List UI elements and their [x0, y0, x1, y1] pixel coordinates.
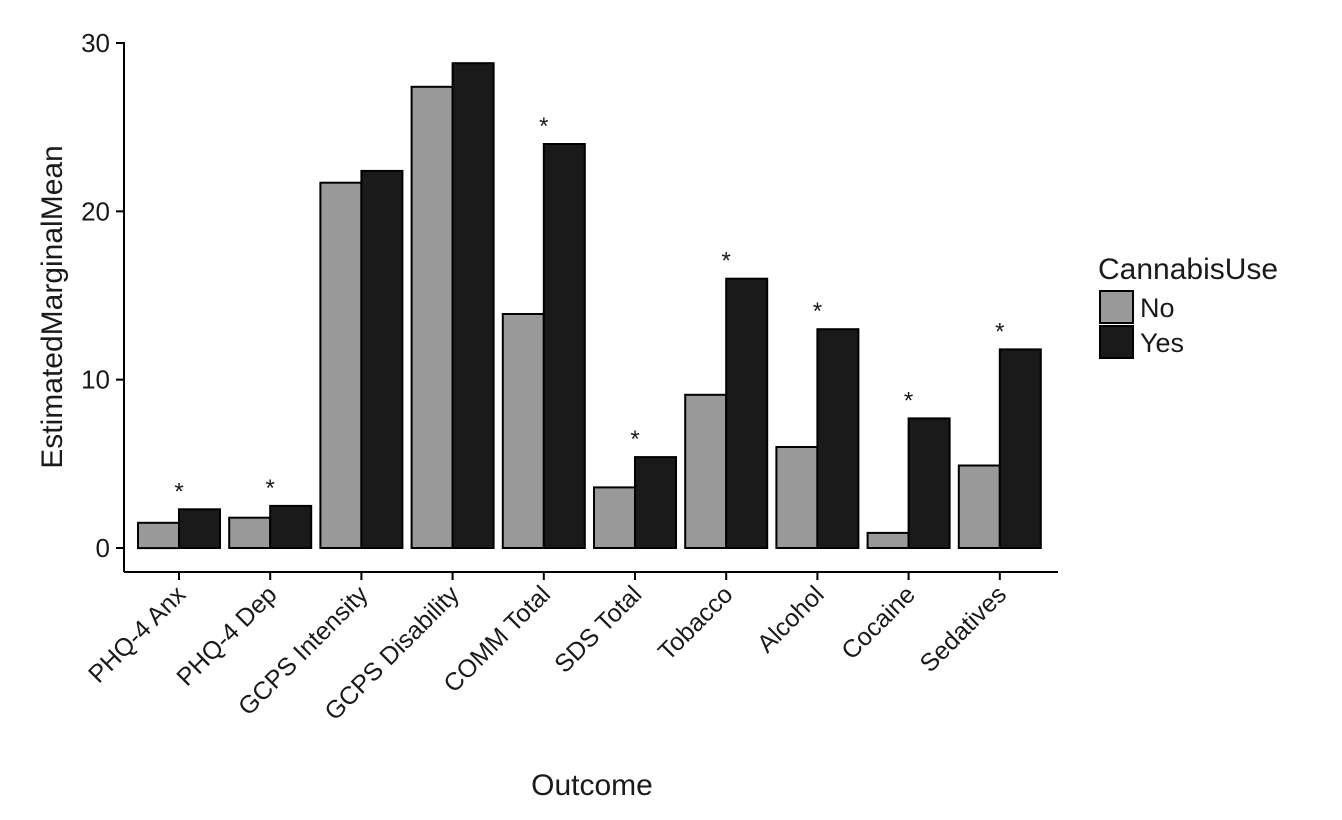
bar-yes-2	[360, 169, 404, 549]
bar-yes-4	[542, 143, 586, 549]
significance-mark-4: *	[539, 113, 548, 140]
bar-no-9	[957, 464, 1001, 549]
bar-yes-5	[634, 456, 677, 550]
significance-mark-1: *	[266, 475, 275, 502]
significance-mark-0: *	[174, 478, 183, 505]
bar-yes-0	[178, 508, 221, 549]
legend-swatch-no	[1099, 290, 1134, 324]
bar-no-6	[684, 393, 728, 549]
bars-layer	[137, 62, 1042, 550]
legend-label-yes: Yes	[1140, 328, 1184, 358]
bar-yes-1	[269, 504, 313, 549]
significance-mark-6: *	[722, 248, 731, 275]
y-tick-label-1: 10	[81, 365, 110, 395]
bar-yes-6	[725, 277, 769, 549]
bar-no-8	[866, 531, 910, 550]
significance-mark-5: *	[630, 426, 639, 453]
significance-mark-8: *	[904, 387, 913, 414]
x-tick-label-8: Cocaine	[836, 580, 921, 665]
x-axis-title: Outcome	[531, 769, 653, 802]
y-tick-label-2: 20	[81, 196, 110, 226]
bar-no-4	[501, 313, 545, 549]
bar-no-7	[775, 446, 819, 549]
bar-no-0	[137, 521, 180, 550]
legend-title: CannabisUse	[1098, 253, 1278, 286]
legend-label-no: No	[1140, 293, 1175, 323]
significance-mark-7: *	[813, 298, 822, 325]
bar-yes-8	[907, 417, 951, 549]
y-tick-label-3: 30	[81, 28, 110, 58]
x-tick-label-9: Sedatives	[915, 580, 1012, 677]
significance-mark-9: *	[995, 318, 1004, 345]
bar-no-2	[319, 181, 363, 549]
x-tick-label-6: Tobacco	[653, 580, 739, 666]
bar-yes-7	[816, 328, 860, 550]
y-tick-label-0: 0	[96, 533, 110, 563]
axes-layer	[116, 42, 1058, 580]
bar-no-3	[410, 85, 454, 550]
legend-swatch-yes	[1099, 325, 1134, 359]
bar-no-1	[228, 516, 272, 550]
x-tick-label-7: Alcohol	[752, 580, 830, 658]
legend: CannabisUse No Yes	[1098, 253, 1278, 359]
x-tick-label-5: SDS Total	[549, 580, 647, 678]
bar-yes-3	[451, 62, 495, 549]
bar-no-5	[593, 486, 636, 549]
bar-yes-9	[998, 348, 1042, 549]
y-axis-title: EstimatedMarginalMean	[36, 145, 69, 468]
